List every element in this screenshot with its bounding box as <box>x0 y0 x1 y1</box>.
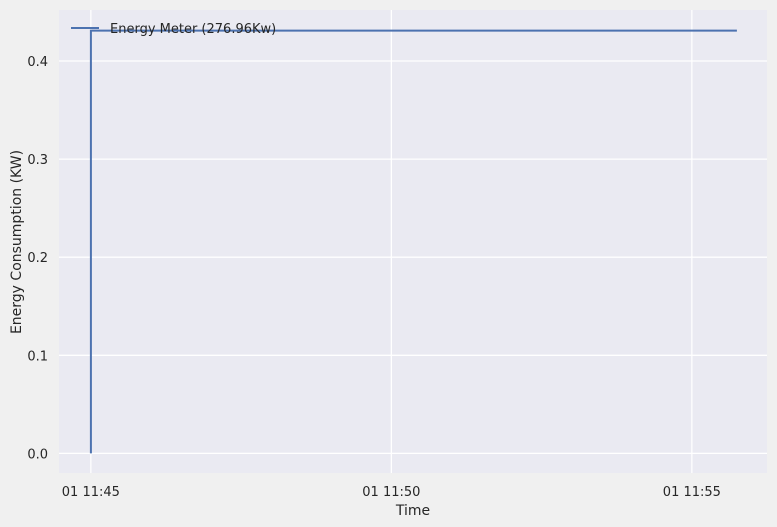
x-tick-label: 01 11:50 <box>362 485 420 500</box>
x-axis-ticks: 01 11:45 01 11:50 01 11:55 <box>62 485 721 500</box>
legend: Energy Meter (276.96Kw) <box>71 22 276 37</box>
x-tick-label: 01 11:55 <box>663 485 721 500</box>
plot-area <box>59 10 767 473</box>
y-tick-label: 0.2 <box>27 251 48 266</box>
y-tick-label: 0.0 <box>27 447 48 462</box>
y-tick-label: 0.3 <box>27 153 48 168</box>
y-tick-label: 0.4 <box>27 55 48 70</box>
x-axis-label: Time <box>395 503 430 519</box>
x-tick-label: 01 11:45 <box>62 485 120 500</box>
y-tick-label: 0.1 <box>27 349 48 364</box>
y-axis-label: Energy Consumption (KW) <box>9 150 25 334</box>
grid-lines <box>59 10 767 473</box>
legend-label: Energy Meter (276.96Kw) <box>110 22 276 37</box>
series-line <box>89 29 737 454</box>
series-layer <box>89 29 737 454</box>
y-axis-ticks: 0.0 0.1 0.2 0.3 0.4 <box>27 55 48 462</box>
